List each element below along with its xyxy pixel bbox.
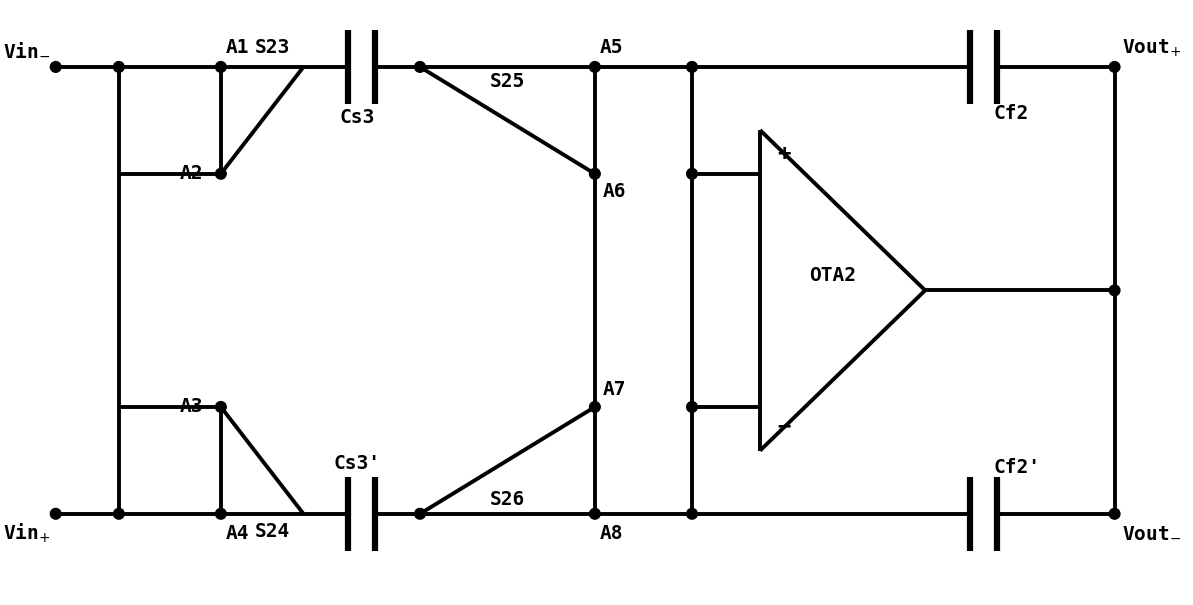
Circle shape xyxy=(687,402,698,412)
Text: A6: A6 xyxy=(602,182,626,200)
Circle shape xyxy=(415,508,426,519)
Text: +: + xyxy=(778,145,791,165)
Text: S24: S24 xyxy=(255,522,290,540)
Text: Vout$_{-}$: Vout$_{-}$ xyxy=(1123,522,1181,540)
Text: A5: A5 xyxy=(600,38,623,57)
Circle shape xyxy=(216,508,227,519)
Text: A1: A1 xyxy=(225,38,249,57)
Text: S23: S23 xyxy=(255,38,290,57)
Text: A3: A3 xyxy=(180,397,203,416)
Text: −: − xyxy=(778,416,791,436)
Circle shape xyxy=(50,62,61,72)
Text: Vin$_{+}$: Vin$_{+}$ xyxy=(4,522,51,545)
Text: Cs3: Cs3 xyxy=(339,108,375,126)
Circle shape xyxy=(216,62,227,72)
Circle shape xyxy=(50,508,61,519)
Text: S25: S25 xyxy=(490,72,525,91)
Circle shape xyxy=(1109,508,1120,519)
Circle shape xyxy=(687,62,698,72)
Text: A4: A4 xyxy=(225,523,249,543)
Text: A2: A2 xyxy=(180,165,203,183)
Text: Cf2': Cf2' xyxy=(993,458,1040,477)
Text: Cs3': Cs3' xyxy=(333,454,381,473)
Text: A8: A8 xyxy=(600,523,623,543)
Circle shape xyxy=(216,402,227,412)
Text: Cf2: Cf2 xyxy=(993,104,1028,123)
Circle shape xyxy=(589,168,600,179)
Circle shape xyxy=(415,62,426,72)
Text: A7: A7 xyxy=(602,380,626,399)
Text: OTA2: OTA2 xyxy=(809,266,857,286)
Text: Vin$_{-}$: Vin$_{-}$ xyxy=(4,40,51,59)
Circle shape xyxy=(1109,62,1120,72)
Text: S26: S26 xyxy=(490,490,525,509)
Circle shape xyxy=(589,402,600,412)
Circle shape xyxy=(113,62,124,72)
Circle shape xyxy=(687,508,698,519)
Circle shape xyxy=(589,508,600,519)
Circle shape xyxy=(1109,285,1120,296)
Circle shape xyxy=(113,508,124,519)
Circle shape xyxy=(687,168,698,179)
Circle shape xyxy=(589,62,600,72)
Text: Vout$_{+}$: Vout$_{+}$ xyxy=(1123,38,1181,59)
Circle shape xyxy=(216,168,227,179)
